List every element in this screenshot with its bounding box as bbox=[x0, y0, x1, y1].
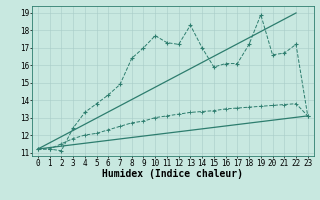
X-axis label: Humidex (Indice chaleur): Humidex (Indice chaleur) bbox=[102, 169, 243, 179]
